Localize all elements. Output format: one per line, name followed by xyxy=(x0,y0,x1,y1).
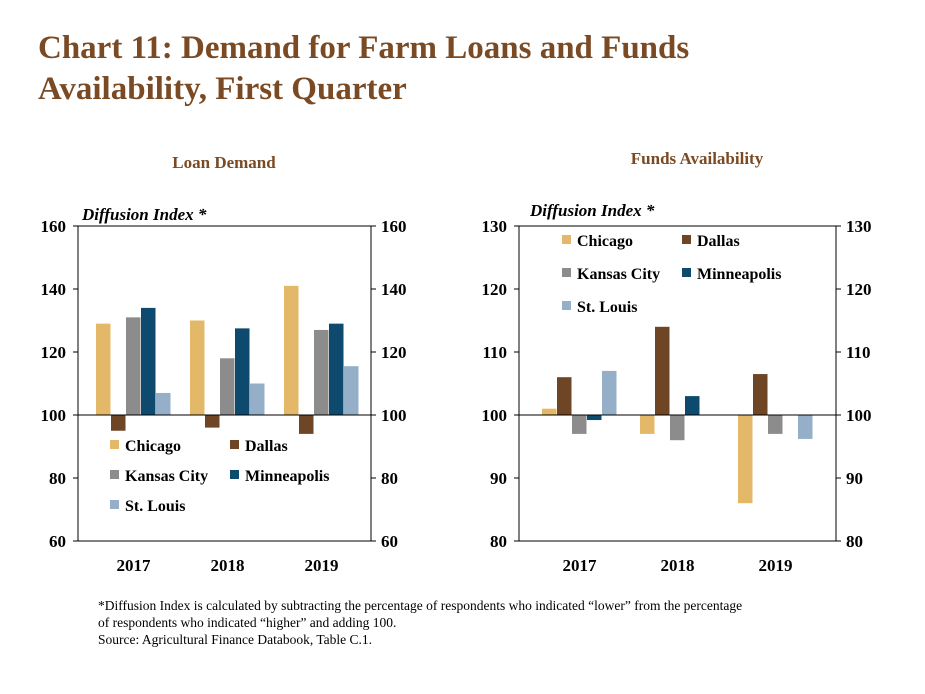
y-tick-label-left: 100 xyxy=(41,406,67,425)
bar-kansas-city-2019 xyxy=(314,329,329,415)
y-tick-label-right: 120 xyxy=(846,280,872,299)
y-tick-label-right: 60 xyxy=(381,532,398,551)
bar-st-louis-2019 xyxy=(344,366,359,415)
plot-frame xyxy=(518,225,837,542)
y-tick-label-right: 80 xyxy=(381,469,398,488)
legend: Chicago Dallas Kansas City Minneapolis St. L… xyxy=(110,438,329,515)
legend-swatch xyxy=(562,235,571,244)
plot-frame xyxy=(77,225,372,542)
bar-dallas-2018 xyxy=(205,415,220,428)
y-tick-label-right: 100 xyxy=(846,406,872,425)
bar-chicago-2018 xyxy=(640,415,655,434)
bar-minneapolis-2018 xyxy=(685,396,700,415)
legend-swatch xyxy=(682,268,691,277)
legend-swatch xyxy=(230,440,239,449)
y-tick-label-left: 110 xyxy=(482,343,507,362)
bar-chicago-2019 xyxy=(738,415,753,504)
x-tick-label: 2018 xyxy=(211,556,245,575)
bar-dallas-2017 xyxy=(111,415,126,431)
y-tick-label-left: 90 xyxy=(490,469,507,488)
legend-swatch xyxy=(110,440,119,449)
bar-kansas-city-2017 xyxy=(572,415,587,434)
y-tick-label-left: 120 xyxy=(482,280,508,299)
y-tick-label-left: 80 xyxy=(490,532,507,551)
y-tick-label-right: 100 xyxy=(381,406,407,425)
x-tick-label: 2018 xyxy=(661,556,695,575)
legend-swatch xyxy=(562,268,571,277)
x-tick-label: 2017 xyxy=(563,556,598,575)
legend-label: Chicago xyxy=(125,438,181,455)
y-axis-label: Diffusion Index * xyxy=(81,205,207,224)
legend-label: St. Louis xyxy=(577,299,637,316)
bar-dallas-2017 xyxy=(557,377,572,415)
y-tick-label-right: 80 xyxy=(846,532,863,551)
y-tick-label-left: 160 xyxy=(41,217,67,236)
bar-dallas-2019 xyxy=(299,415,314,434)
bar-chicago-2018 xyxy=(190,320,205,415)
bar-kansas-city-2017 xyxy=(126,317,141,415)
chart-title-line-1: Chart 11: Demand for Farm Loans and Fund… xyxy=(38,30,690,66)
legend-swatch xyxy=(562,301,571,310)
chart-title-line-2: Availability, First Quarter xyxy=(38,71,407,107)
panel-title: Funds Availability xyxy=(631,149,764,168)
source-note: Source: Agricultural Finance Databook, T… xyxy=(98,632,372,647)
y-tick-label-right: 90 xyxy=(846,469,863,488)
bar-st-louis-2017 xyxy=(156,392,171,415)
bar-st-louis-2018 xyxy=(250,383,265,415)
footnote-line-1: *Diffusion Index is calculated by subtra… xyxy=(98,598,743,613)
legend-label: Chicago xyxy=(577,233,633,250)
chart-0: Loan Demand Diffusion Index * 60 60 80 80 100 1… xyxy=(41,153,407,575)
bar-kansas-city-2018 xyxy=(220,358,235,415)
y-tick-label-right: 160 xyxy=(381,217,407,236)
y-tick-label-left: 100 xyxy=(482,406,508,425)
x-tick-label: 2019 xyxy=(305,556,339,575)
y-axis-label: Diffusion Index * xyxy=(529,201,655,220)
chart-title: Chart 11: Demand for Farm Loans and Fund… xyxy=(38,28,898,110)
legend-label: Dallas xyxy=(697,233,740,250)
footnote-line-2: of respondents who indicated “higher” an… xyxy=(98,615,397,630)
y-tick-label-left: 120 xyxy=(41,343,67,362)
bar-st-louis-2019 xyxy=(798,415,813,439)
y-tick-label-right: 110 xyxy=(846,343,871,362)
y-tick-label-left: 140 xyxy=(41,280,67,299)
legend-swatch xyxy=(110,500,119,509)
footnote: *Diffusion Index is calculated by subtra… xyxy=(98,597,858,648)
bar-st-louis-2017 xyxy=(602,370,617,415)
bar-minneapolis-2017 xyxy=(587,415,602,421)
y-tick-label-left: 130 xyxy=(482,217,508,236)
bar-kansas-city-2018 xyxy=(670,415,685,441)
bar-dallas-2018 xyxy=(655,326,670,415)
bar-minneapolis-2018 xyxy=(235,328,250,415)
legend-label: Kansas City xyxy=(125,468,208,485)
y-tick-label-right: 130 xyxy=(846,217,872,236)
y-tick-label-right: 140 xyxy=(381,280,407,299)
legend-label: Dallas xyxy=(245,438,288,455)
y-tick-label-right: 120 xyxy=(381,343,407,362)
x-tick-label: 2017 xyxy=(117,556,152,575)
legend-swatch xyxy=(110,470,119,479)
bar-chicago-2017 xyxy=(96,323,111,415)
legend-label: Minneapolis xyxy=(697,266,781,283)
legend-swatch xyxy=(682,235,691,244)
legend-label: Minneapolis xyxy=(245,468,329,485)
bar-dallas-2019 xyxy=(753,374,768,415)
bar-chicago-2017 xyxy=(542,408,557,415)
legend-label: Kansas City xyxy=(577,266,660,283)
chart-1: Funds Availability Diffusion Index * 80 80 9… xyxy=(482,149,872,575)
y-tick-label-left: 80 xyxy=(49,469,66,488)
x-tick-label: 2019 xyxy=(759,556,793,575)
bar-minneapolis-2019 xyxy=(329,323,344,415)
legend: Chicago Dallas Kansas City Minneapolis St. L… xyxy=(562,233,781,316)
legend-swatch xyxy=(230,470,239,479)
bar-kansas-city-2019 xyxy=(768,415,783,434)
panel-title: Loan Demand xyxy=(172,153,276,172)
y-tick-label-left: 60 xyxy=(49,532,66,551)
legend-label: St. Louis xyxy=(125,498,185,515)
bar-minneapolis-2017 xyxy=(141,307,156,415)
bar-chicago-2019 xyxy=(284,285,299,415)
